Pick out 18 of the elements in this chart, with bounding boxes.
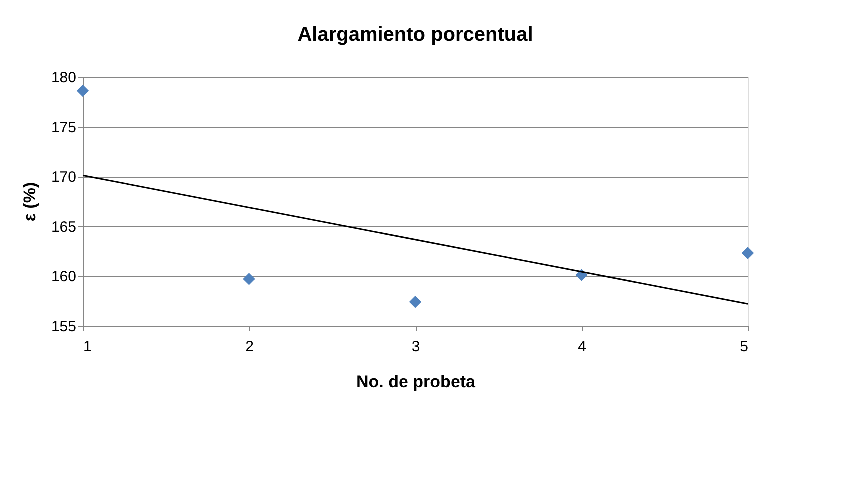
point bbox=[76, 84, 90, 98]
x-tick-label: 1 bbox=[84, 338, 92, 356]
y-tick-label: 175 bbox=[51, 119, 76, 136]
point bbox=[243, 273, 256, 286]
x-axis-title: No. de probeta bbox=[356, 372, 476, 392]
x-tick-label: 4 bbox=[578, 338, 586, 356]
y-tick-label: 155 bbox=[51, 318, 76, 336]
x-tick-label: 3 bbox=[412, 338, 420, 356]
y-axis-title: ε (%) bbox=[20, 182, 40, 222]
chart-title: Alargamiento porcentual bbox=[298, 24, 534, 46]
y-tick-label: 160 bbox=[51, 268, 76, 286]
point bbox=[742, 247, 754, 260]
x-tick-label: 2 bbox=[246, 338, 254, 356]
point bbox=[409, 296, 422, 308]
x-tick-label: 5 bbox=[740, 338, 748, 356]
y-tick-label: 170 bbox=[51, 169, 76, 186]
y-tick-label: 180 bbox=[51, 70, 76, 86]
y-tick-label: 165 bbox=[51, 218, 76, 236]
